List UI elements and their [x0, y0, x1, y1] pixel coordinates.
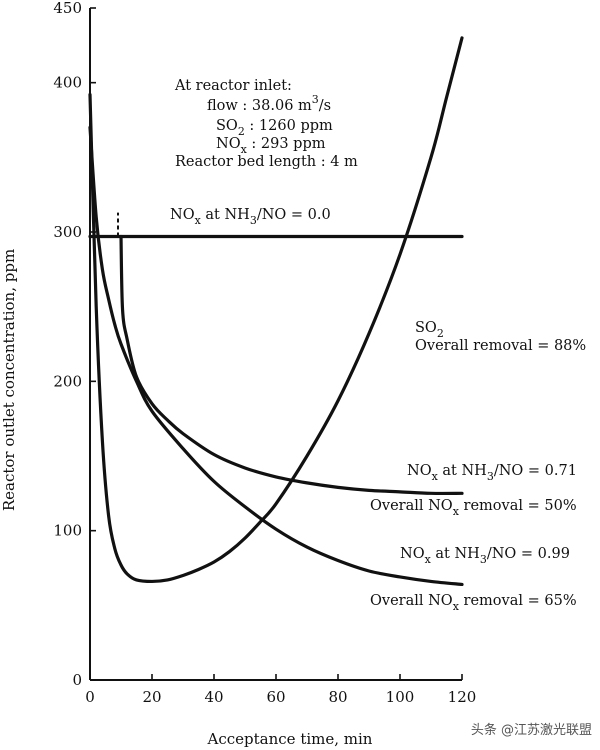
x-tick-label: 40 — [204, 688, 223, 706]
inlet-note-bed: Reactor bed length : 4 m — [175, 154, 358, 170]
so2-label: SO — [216, 118, 238, 134]
series-lines — [88, 36, 464, 587]
so2-value: : 1260 ppm — [245, 118, 333, 134]
x-axis-title: Acceptance time, min — [207, 730, 373, 748]
inlet-note: At reactor inlet: flow : 38.06 m3/s SO2 … — [174, 78, 358, 170]
y-tick-label: 400 — [53, 74, 82, 92]
y-axis-title: Reactor outlet concentration, ppm — [0, 249, 18, 511]
label-so2-removal: Overall removal = 88% — [415, 338, 586, 354]
line-nox-ratio-071 — [119, 234, 464, 496]
label-nox-071-removal: Overall NOx removal = 50% — [370, 498, 577, 518]
flow-suffix: /s — [319, 98, 331, 114]
label-nox-099: NOx at NH3/NO = 0.99 — [400, 546, 570, 566]
y-tick-label: 200 — [53, 372, 82, 390]
x-tick-label: 0 — [85, 688, 95, 706]
nox-value: : 293 ppm — [247, 136, 326, 152]
nox-sub: x — [241, 143, 248, 156]
y-tick-label: 450 — [53, 0, 82, 17]
y-tick-label: 0 — [72, 671, 82, 689]
x-tick-label: 60 — [266, 688, 285, 706]
inlet-note-flow: flow : 38.06 m3/s — [207, 93, 331, 114]
line-so2 — [88, 36, 464, 584]
label-so2: SO2 — [415, 320, 444, 340]
x-tick-label: 100 — [386, 688, 415, 706]
inlet-note-nox: NOx : 293 ppm — [216, 136, 326, 156]
x-tick-label: 120 — [448, 688, 477, 706]
flow-exp: 3 — [312, 93, 319, 106]
flow-prefix: flow : 38.06 m — [207, 98, 312, 114]
line-nox-ratio-099 — [88, 125, 464, 587]
x-tick-label: 20 — [142, 688, 161, 706]
so2-sub: 2 — [238, 125, 245, 138]
label-nox-099-removal: Overall NOx removal = 65% — [370, 593, 577, 613]
nox-label: NO — [216, 136, 241, 152]
y-tick-label: 100 — [53, 522, 82, 540]
tick-labels: 0 20 40 60 80 100 120 0 100 200 300 400 450 — [53, 0, 476, 706]
x-tick-label: 80 — [328, 688, 347, 706]
label-nox-071: NOx at NH3/NO = 0.71 — [407, 463, 577, 483]
y-tick-label: 300 — [53, 223, 82, 241]
label-nox-0: NOx at NH3/NO = 0.0 — [170, 207, 331, 227]
inlet-note-title: At reactor inlet: — [174, 78, 292, 94]
watermark: 头条 @江苏激光联盟 — [471, 722, 592, 738]
inlet-note-so2: SO2 : 1260 ppm — [216, 118, 333, 138]
